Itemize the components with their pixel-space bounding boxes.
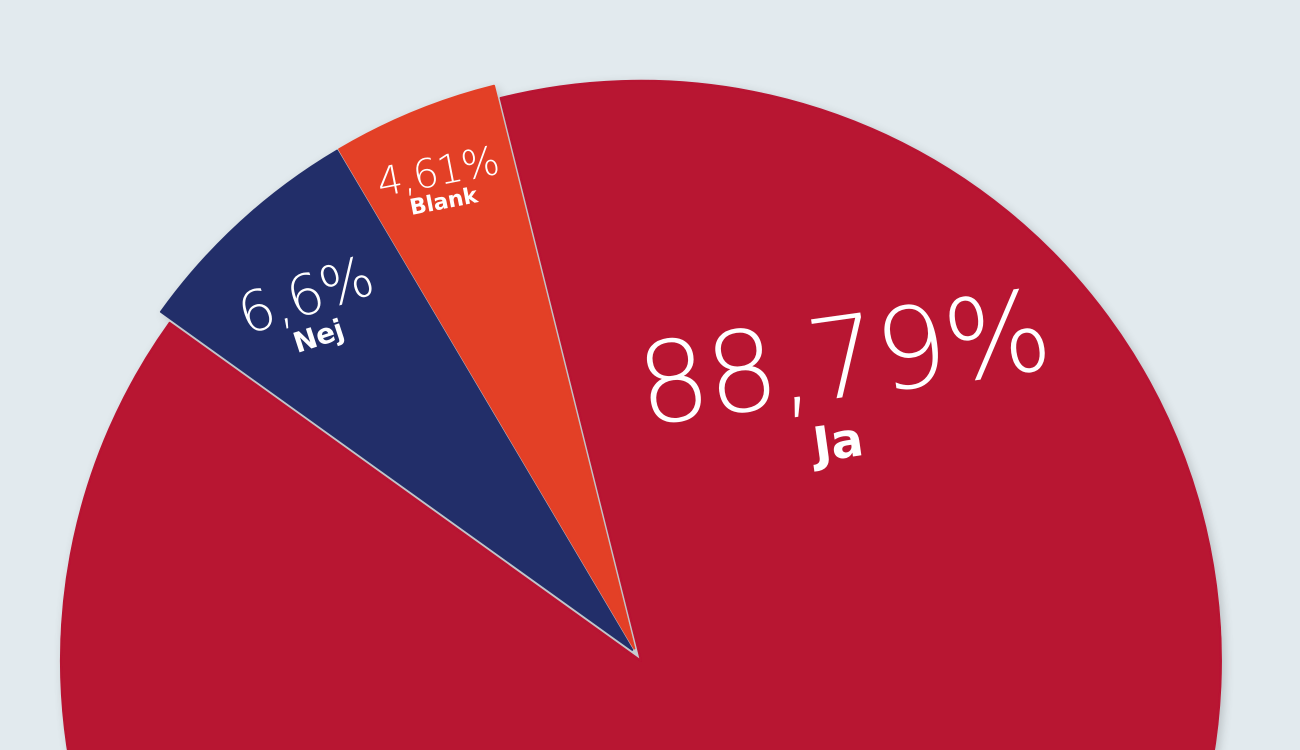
- slice-ja: [59, 79, 1222, 750]
- slice-blank: [338, 84, 636, 650]
- slice-nej: [159, 149, 634, 651]
